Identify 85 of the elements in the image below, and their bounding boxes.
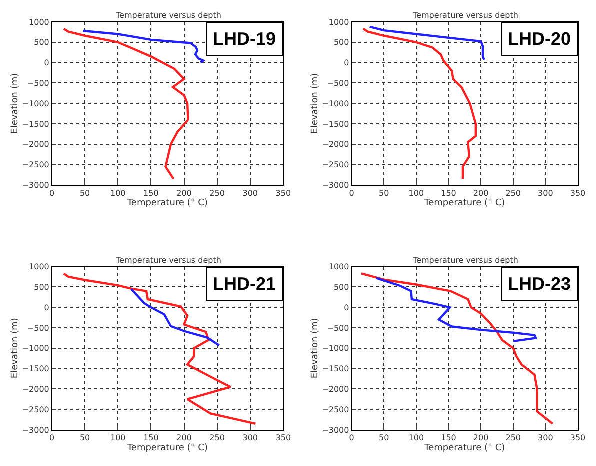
y-tick-label: −1500 (22, 364, 50, 374)
y-tick-label: −1000 (322, 99, 350, 108)
x-tick-label: 200 (176, 188, 192, 198)
y-tick-label: −2000 (22, 140, 50, 150)
chart-title: Temperature versus depth (115, 256, 222, 265)
line-series (62, 28, 190, 180)
x-tick-label: 100 (110, 188, 126, 198)
y-axis-title: Elevation (m) (10, 318, 21, 379)
line-series (362, 28, 477, 180)
y-tick-label: −500 (27, 324, 50, 333)
line-series (130, 288, 220, 347)
y-axis-title: Elevation (m) (310, 318, 321, 379)
y-tick-label: −3000 (22, 181, 50, 190)
y-tick-label: −1500 (322, 120, 350, 129)
y-tick-label: −500 (27, 79, 50, 88)
x-axis-title: Temperature (° C) (126, 198, 208, 209)
y-tick-label: −1500 (22, 120, 50, 129)
x-tick-label: 350 (570, 434, 586, 443)
x-tick-label: 300 (538, 188, 554, 198)
y-tick-label: −1000 (22, 99, 50, 108)
y-tick-label: −2500 (322, 405, 350, 414)
y-tick-label: 500 (34, 283, 50, 292)
y-axis-title: Elevation (m) (10, 73, 21, 134)
y-tick-label: −500 (327, 324, 350, 333)
y-tick-label: 500 (334, 38, 350, 48)
x-tick-label: 350 (276, 434, 292, 443)
x-tick-label: 200 (473, 434, 489, 443)
chart-title: Temperature versus depth (412, 11, 518, 20)
y-tick-label: 1000 (29, 262, 50, 272)
line-series (82, 30, 205, 64)
x-tick-label: 50 (379, 188, 390, 198)
y-tick-label: 500 (334, 283, 350, 292)
y-tick-label: −2000 (322, 140, 350, 150)
y-tick-label: 0 (344, 58, 350, 68)
y-tick-label: −3000 (322, 181, 350, 190)
y-tick-label: −2500 (22, 405, 50, 414)
y-tick-label: 1000 (328, 262, 350, 272)
annotation: LHD-23 (508, 274, 572, 294)
y-tick-label: −2000 (322, 385, 350, 394)
annotation: LHD-21 (213, 274, 276, 294)
y-tick-label: −3000 (22, 426, 50, 435)
y-tick-label: −1000 (322, 344, 350, 354)
x-tick-label: 100 (408, 434, 424, 443)
x-tick-label: 200 (473, 188, 489, 198)
x-tick-label: 300 (242, 434, 258, 443)
y-tick-label: −3000 (322, 426, 350, 435)
x-tick-label: 100 (110, 434, 126, 443)
y-tick-label: −1500 (322, 364, 350, 374)
y-axis-title: Elevation (m) (310, 73, 321, 134)
x-tick-label: 100 (408, 188, 424, 198)
y-tick-label: 1000 (29, 18, 50, 27)
line-series (368, 26, 486, 62)
chart-title: Temperature versus depth (412, 256, 518, 265)
x-tick-label: 250 (210, 434, 225, 443)
x-tick-label: 150 (441, 188, 456, 198)
x-tick-label: 50 (80, 188, 90, 198)
annotation: LHD-20 (508, 29, 572, 49)
y-tick-label: −2500 (22, 160, 50, 170)
x-tick-label: 350 (276, 188, 292, 198)
x-tick-label: 50 (379, 434, 390, 443)
y-tick-label: −1000 (22, 344, 50, 354)
x-tick-label: 200 (176, 434, 192, 443)
x-tick-label: 350 (570, 188, 586, 198)
y-tick-label: 0 (44, 58, 50, 68)
x-tick-label: 50 (80, 434, 90, 443)
annotation: LHD-19 (213, 29, 276, 49)
y-tick-label: −2000 (22, 385, 50, 394)
chart-title: Temperature versus depth (115, 11, 222, 20)
x-tick-label: 150 (441, 434, 456, 443)
y-tick-label: 0 (344, 303, 350, 312)
x-axis-title: Temperature (° C) (424, 198, 506, 209)
y-tick-label: −2500 (322, 160, 350, 170)
x-tick-label: 250 (210, 188, 225, 198)
y-tick-label: −500 (327, 79, 350, 88)
x-tick-label: 300 (538, 434, 554, 443)
x-tick-label: 150 (144, 434, 159, 443)
x-axis-title: Temperature (° C) (126, 443, 208, 454)
y-tick-label: 0 (44, 303, 50, 312)
x-tick-label: 300 (242, 188, 258, 198)
y-tick-label: 1000 (328, 18, 350, 27)
x-tick-label: 250 (506, 188, 522, 198)
y-tick-label: 500 (34, 38, 50, 48)
x-tick-label: 150 (144, 188, 159, 198)
x-tick-label: 250 (506, 434, 522, 443)
x-axis-title: Temperature (° C) (424, 443, 506, 454)
